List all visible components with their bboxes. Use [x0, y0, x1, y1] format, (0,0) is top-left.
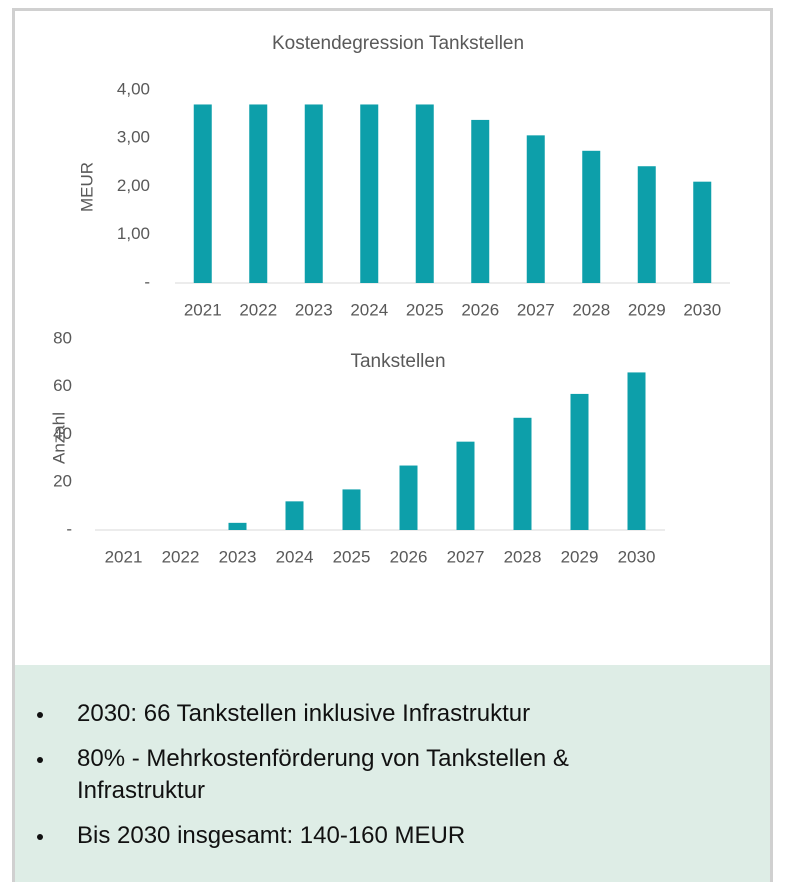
bar	[582, 150, 601, 283]
bar	[360, 104, 379, 283]
x-tick-label: 2022	[162, 547, 200, 566]
bullet-list: 2030: 66 Tankstellen inklusive Infrastru…	[15, 698, 637, 865]
bar	[456, 441, 475, 530]
y-tick-label: 2,00	[117, 176, 150, 195]
bar	[693, 181, 712, 283]
x-tick-label: 2021	[184, 300, 222, 319]
bar	[526, 135, 545, 283]
y-axis-label: MEUR	[77, 162, 96, 212]
x-tick-label: 2023	[219, 547, 257, 566]
y-axis-label: Anzahl	[49, 412, 68, 464]
bullet: 2030: 66 Tankstellen inklusive Infrastru…	[15, 698, 637, 730]
charts: Kostendegression Tankstellen MEUR - 1,00 2,0…	[49, 33, 730, 566]
bar	[228, 522, 247, 530]
bullet: Bis 2030 insgesamt: 140-160 MEUR	[15, 820, 637, 852]
x-tick-label: 2024	[350, 300, 388, 319]
y-tick-label: 20	[53, 472, 72, 491]
y-tick-label: -	[66, 519, 72, 538]
bar	[415, 104, 434, 283]
bar	[637, 166, 656, 283]
x-tick-label: 2023	[295, 300, 333, 319]
bar	[193, 104, 212, 283]
chart-title: Tankstellen	[350, 351, 445, 372]
bar	[249, 104, 268, 283]
x-tick-label: 2029	[628, 300, 666, 319]
x-tick-label: 2030	[618, 547, 656, 566]
bar	[471, 119, 490, 283]
y-tick-label: 1,00	[117, 224, 150, 243]
y-tick-label: -	[144, 272, 150, 291]
x-tick-label: 2030	[683, 300, 721, 319]
bar	[304, 104, 323, 283]
x-tick-label: 2026	[390, 547, 428, 566]
x-tick-label: 2029	[561, 547, 599, 566]
bullet: 80% - Mehrkostenförderung von Tankstelle…	[15, 743, 637, 807]
x-tick-label: 2025	[406, 300, 444, 319]
y-tick-label: 60	[53, 376, 72, 395]
y-tick-label: 40	[53, 424, 72, 443]
x-tick-label: 2024	[276, 547, 314, 566]
x-tick-label: 2026	[461, 300, 499, 319]
x-tick-label: 2028	[504, 547, 542, 566]
x-tick-label: 2025	[333, 547, 371, 566]
chart-title: Kostendegression Tankstellen	[272, 33, 524, 54]
bar	[627, 372, 646, 530]
bar	[342, 489, 361, 530]
x-tick-label: 2028	[572, 300, 610, 319]
bar	[399, 465, 418, 530]
bar	[570, 393, 589, 530]
x-tick-label: 2021	[105, 547, 143, 566]
x-tick-label: 2027	[447, 547, 485, 566]
x-tick-label: 2022	[239, 300, 277, 319]
bar	[285, 501, 304, 530]
y-tick-label: 4,00	[117, 79, 150, 98]
frame	[12, 8, 773, 882]
y-tick-label: 80	[53, 328, 72, 347]
y-tick-label: 3,00	[117, 128, 150, 147]
x-tick-label: 2027	[517, 300, 555, 319]
summary-box: 2030: 66 Tankstellen inklusive Infrastru…	[15, 665, 770, 882]
bar	[513, 417, 532, 530]
